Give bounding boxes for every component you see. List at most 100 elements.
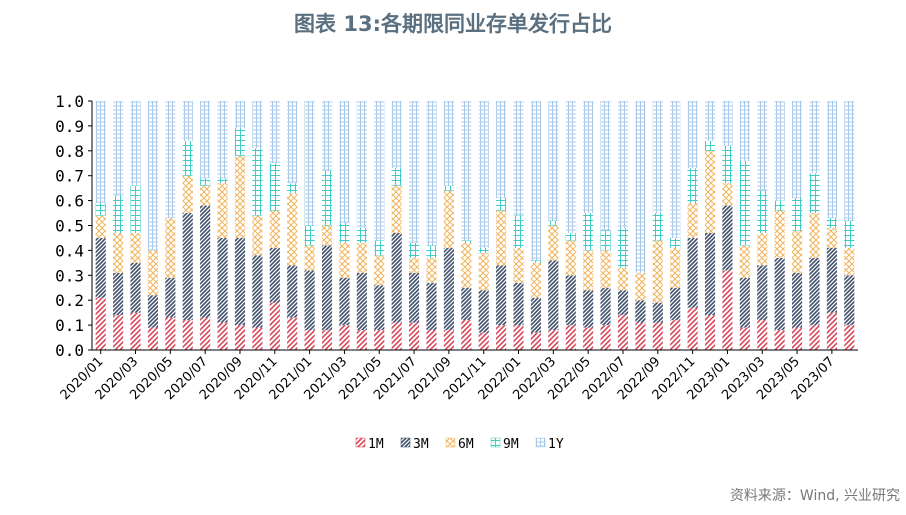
bar-2023/03-1Y [757, 101, 768, 191]
bar-2022/01-3M [513, 282, 524, 326]
legend-label-9M: 9M [503, 437, 519, 452]
bar-2021/07-3M [409, 272, 420, 323]
bar-2022/11-1M [687, 307, 698, 350]
bar-2021/07-1M [409, 322, 420, 350]
bar-2021/09-1Y [443, 101, 454, 186]
bar-2020/03-1Y [130, 101, 141, 186]
bar-2022/02-6M [530, 262, 541, 298]
bar-2022/09-3M [652, 302, 663, 323]
bar-2021/02-9M [321, 170, 333, 226]
bar-2020/09-6M [234, 155, 246, 238]
legend: 1M 3M 6M 9M 1Y [355, 437, 564, 452]
bar-2022/09-1Y [652, 101, 663, 214]
bar-2020/11-6M [269, 210, 280, 248]
bar-2023/03-1M [757, 320, 768, 350]
legend-label-6M: 6M [458, 437, 474, 452]
bar-2023/08-9M [844, 220, 855, 248]
bar-2020/06-9M [182, 140, 193, 176]
bar-2022/06-6M [600, 250, 611, 288]
bar-2022/09-9M [652, 213, 663, 241]
bar-2021/05-1Y [374, 101, 385, 241]
bar-2021/08-9M [426, 245, 437, 258]
bar-2023/05-1M [792, 327, 803, 350]
bar-2021/07-6M [409, 257, 420, 273]
bar-2020/03-9M [130, 185, 141, 233]
y-tick-label: 1.0 [55, 92, 84, 111]
bar-2021/05-1M [374, 330, 385, 350]
bar-2022/07-9M [617, 227, 629, 268]
bar-2023/06-1Y [809, 101, 820, 174]
bar-2020/02-1M [113, 315, 124, 350]
bar-2020/01-1M [95, 297, 106, 350]
bar-2022/04-9M [565, 232, 576, 241]
bar-2022/06-9M [600, 230, 611, 251]
bar-2022/05-1Y [583, 101, 594, 214]
bar-2022/07-3M [617, 290, 629, 316]
y-tick-label: 0.9 [55, 117, 84, 136]
bar-2020/02-9M [113, 195, 124, 233]
bar-2020/09-1M [234, 325, 246, 350]
bar-2021/08-1Y [426, 101, 437, 246]
bar-2022/03-1M [548, 330, 559, 350]
bar-2023/05-6M [792, 230, 803, 273]
bar-2023/04-9M [774, 200, 785, 211]
bar-2021/10-3M [461, 287, 472, 321]
bar-2022/10-1M [670, 320, 681, 350]
bar-2021/06-1Y [391, 101, 402, 169]
bar-2021/10-1Y [461, 101, 472, 241]
bar-2021/10-1M [461, 320, 472, 350]
bar-2023/03-3M [757, 265, 768, 321]
bar-2022/11-3M [687, 237, 698, 308]
bar-2022/12-6M [704, 150, 716, 233]
bar-2020/01-3M [95, 237, 106, 298]
bar-2022/03-3M [548, 260, 559, 331]
bar-2023/02-1M [739, 327, 750, 350]
bar-2021/12-1Y [496, 101, 507, 199]
bar-2021/04-1Y [356, 101, 367, 228]
bar-2023/04-3M [774, 257, 785, 331]
bar-2020/08-3M [217, 237, 228, 323]
bar-2021/03-1M [339, 325, 350, 350]
bar-2021/11-6M [478, 252, 489, 291]
bar-2020/05-6M [165, 218, 176, 278]
bar-2020/05-3M [165, 277, 176, 318]
legend-swatch-1M [355, 437, 366, 448]
bar-2021/12-3M [496, 265, 507, 326]
bar-2022/04-1Y [565, 101, 576, 233]
bar-2023/07-3M [826, 247, 837, 313]
bar-2020/12-3M [287, 265, 298, 318]
bar-2022/12-9M [704, 140, 716, 151]
bar-2020/01-9M [95, 203, 106, 216]
bar-2023/06-9M [809, 173, 820, 214]
bar-2022/01-1Y [513, 101, 524, 216]
legend-label-1Y: 1Y [548, 437, 564, 452]
bar-2020/06-1Y [182, 101, 193, 141]
bar-2021/12-1M [496, 325, 507, 350]
y-tick-label: 0.4 [55, 241, 84, 260]
bar-2021/09-6M [443, 190, 454, 248]
bar-2022/06-3M [600, 287, 611, 326]
bar-2020/11-1M [269, 302, 280, 350]
bar-2021/04-9M [356, 227, 367, 243]
bar-2020/10-6M [252, 215, 263, 256]
bar-2020/12-1Y [287, 101, 298, 184]
bar-2022/11-6M [687, 203, 698, 238]
bar-2021/01-1Y [304, 101, 315, 226]
bar-2022/08-3M [635, 300, 646, 323]
bar-2021/01-6M [304, 245, 315, 271]
bar-2023/07-1Y [826, 101, 837, 219]
bar-2023/03-9M [757, 190, 768, 233]
legend-label-1M: 1M [368, 437, 384, 452]
bar-2022/10-6M [670, 247, 681, 288]
bar-2021/12-9M [496, 198, 507, 211]
bar-2023/01-6M [722, 183, 733, 206]
bar-2022/05-9M [583, 213, 594, 251]
bar-2022/02-1M [530, 332, 541, 350]
bar-2022/12-3M [704, 232, 716, 316]
bar-2023/02-9M [739, 160, 750, 246]
bar-2020/08-1M [217, 322, 228, 350]
bar-2022/10-9M [670, 237, 681, 248]
bar-2021/06-1M [391, 322, 402, 350]
bar-2020/06-1M [182, 320, 193, 350]
